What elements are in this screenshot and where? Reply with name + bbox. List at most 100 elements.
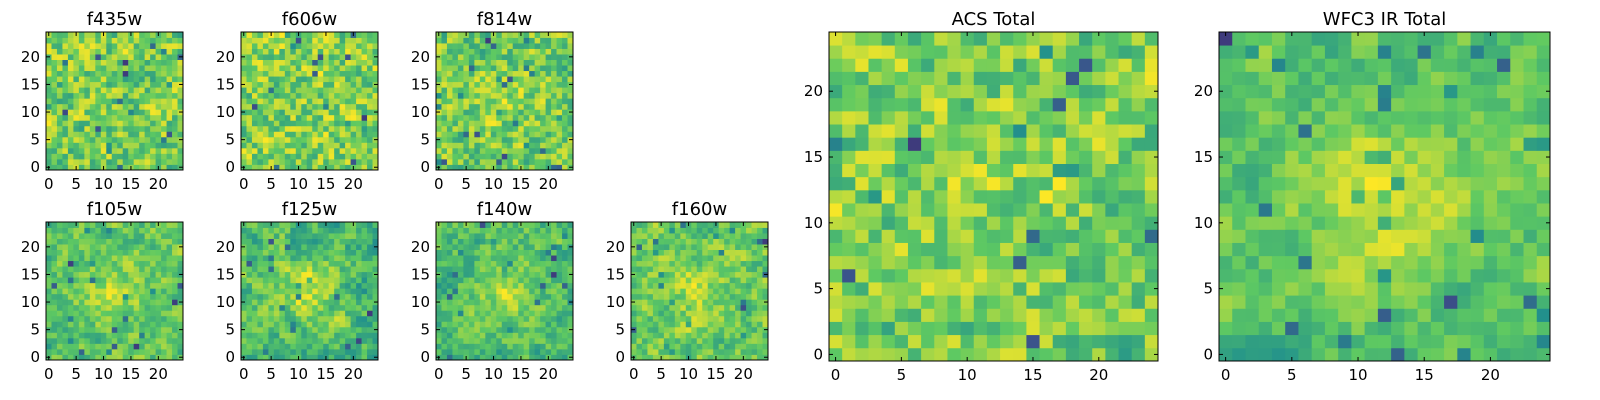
heatmap-cell	[150, 43, 156, 49]
heatmap-cell	[172, 354, 178, 361]
heatmap-cell	[496, 136, 503, 143]
heatmap-cell	[718, 343, 725, 350]
heatmap-cell	[166, 354, 173, 361]
heatmap-cell	[641, 315, 648, 322]
heatmap-cell	[540, 125, 546, 132]
heatmap-cell	[161, 337, 167, 344]
heatmap-cell	[1092, 242, 1106, 257]
heatmap-cell	[485, 260, 492, 267]
heatmap-cell	[301, 293, 308, 300]
heatmap-cell	[452, 131, 459, 138]
heatmap-cell	[556, 315, 563, 322]
heatmap-cell	[545, 81, 552, 88]
heatmap-cell	[122, 260, 129, 267]
heatmap-cell	[647, 271, 654, 278]
heatmap-cell	[262, 65, 269, 72]
heatmap-cell	[284, 32, 291, 38]
heatmap-cell	[490, 299, 497, 306]
heatmap-cell	[89, 222, 96, 228]
heatmap-cell	[436, 321, 442, 328]
heatmap-cell	[323, 266, 330, 273]
heatmap-cell	[751, 293, 758, 300]
heatmap-cell	[246, 109, 253, 116]
heatmap-cell	[56, 233, 63, 239]
heatmap-cell	[312, 315, 319, 322]
heatmap-cell	[350, 304, 357, 311]
heatmap-cell	[947, 321, 961, 336]
heatmap-cell	[46, 227, 52, 234]
heatmap-cell	[262, 266, 269, 273]
heatmap-cell	[685, 282, 692, 289]
heatmap-cell	[67, 326, 74, 333]
heatmap-cell	[707, 233, 714, 239]
heatmap-cell	[663, 249, 670, 256]
heatmap-cell	[713, 244, 720, 250]
heatmap-cell	[339, 147, 346, 154]
heatmap-cell	[89, 266, 96, 273]
heatmap-cell	[367, 65, 373, 72]
heatmap-cell	[345, 348, 351, 355]
heatmap-cell	[301, 147, 308, 154]
heatmap-cell	[139, 164, 146, 171]
heatmap-cell	[139, 343, 146, 350]
heatmap-cell	[67, 153, 74, 160]
heatmap-cell	[323, 98, 330, 105]
heatmap-cell	[290, 32, 297, 38]
heatmap-cell	[301, 131, 308, 138]
heatmap-cell	[241, 238, 247, 245]
heatmap-cell	[172, 321, 178, 328]
heatmap-cell	[479, 120, 486, 127]
x-tick-label: 5	[71, 175, 81, 193]
heatmap-cell	[740, 332, 747, 339]
heatmap-cell	[921, 150, 935, 164]
heatmap-cell	[1039, 268, 1054, 283]
heatmap-cell	[446, 136, 453, 143]
heatmap-cell	[463, 293, 470, 300]
heatmap-cell	[529, 158, 536, 165]
heatmap-cell	[73, 271, 80, 278]
x-tick-label: 10	[679, 365, 698, 383]
heatmap-cell	[268, 304, 275, 311]
heatmap-cell	[556, 227, 563, 234]
heatmap-cell	[529, 65, 536, 72]
heatmap-cell	[468, 277, 475, 284]
heatmap-cell	[323, 109, 330, 116]
heatmap-cell	[312, 266, 319, 273]
heatmap-cell	[177, 255, 184, 262]
heatmap-cell	[446, 266, 453, 273]
heatmap-cell	[273, 142, 280, 149]
heatmap-cell	[295, 142, 302, 149]
heatmap-cell	[907, 189, 922, 204]
heatmap-cell	[463, 76, 470, 83]
heatmap-cell	[452, 48, 459, 55]
heatmap-cell	[323, 43, 330, 49]
heatmap-cell	[1052, 268, 1067, 283]
heatmap-cell	[674, 233, 681, 239]
heatmap-cell	[463, 92, 470, 99]
heatmap-cell	[284, 65, 291, 72]
heatmap-cell	[139, 304, 146, 311]
heatmap-cell	[345, 131, 351, 138]
heatmap-cell	[95, 266, 102, 273]
heatmap-cell	[1092, 229, 1106, 243]
heatmap-cell	[356, 332, 362, 339]
heatmap-cell	[78, 244, 85, 250]
heatmap-cell	[1026, 268, 1040, 283]
heatmap-cell	[117, 103, 124, 110]
heatmap-cell	[1026, 242, 1040, 257]
heatmap-cell	[106, 332, 113, 339]
heatmap-cell	[372, 238, 379, 245]
heatmap-cell	[345, 310, 351, 317]
heatmap-cell	[111, 343, 118, 350]
heatmap-cell	[545, 92, 552, 99]
heatmap-cell	[46, 87, 52, 94]
heatmap-cell	[868, 189, 883, 204]
heatmap-cell	[669, 299, 676, 306]
heatmap-cell	[62, 87, 69, 94]
heatmap-cell	[1118, 295, 1133, 309]
heatmap-cell	[62, 114, 69, 121]
heatmap-cell	[312, 299, 319, 306]
heatmap-cell	[490, 87, 497, 94]
heatmap-cell	[567, 348, 574, 355]
heatmap-cell	[474, 81, 481, 88]
